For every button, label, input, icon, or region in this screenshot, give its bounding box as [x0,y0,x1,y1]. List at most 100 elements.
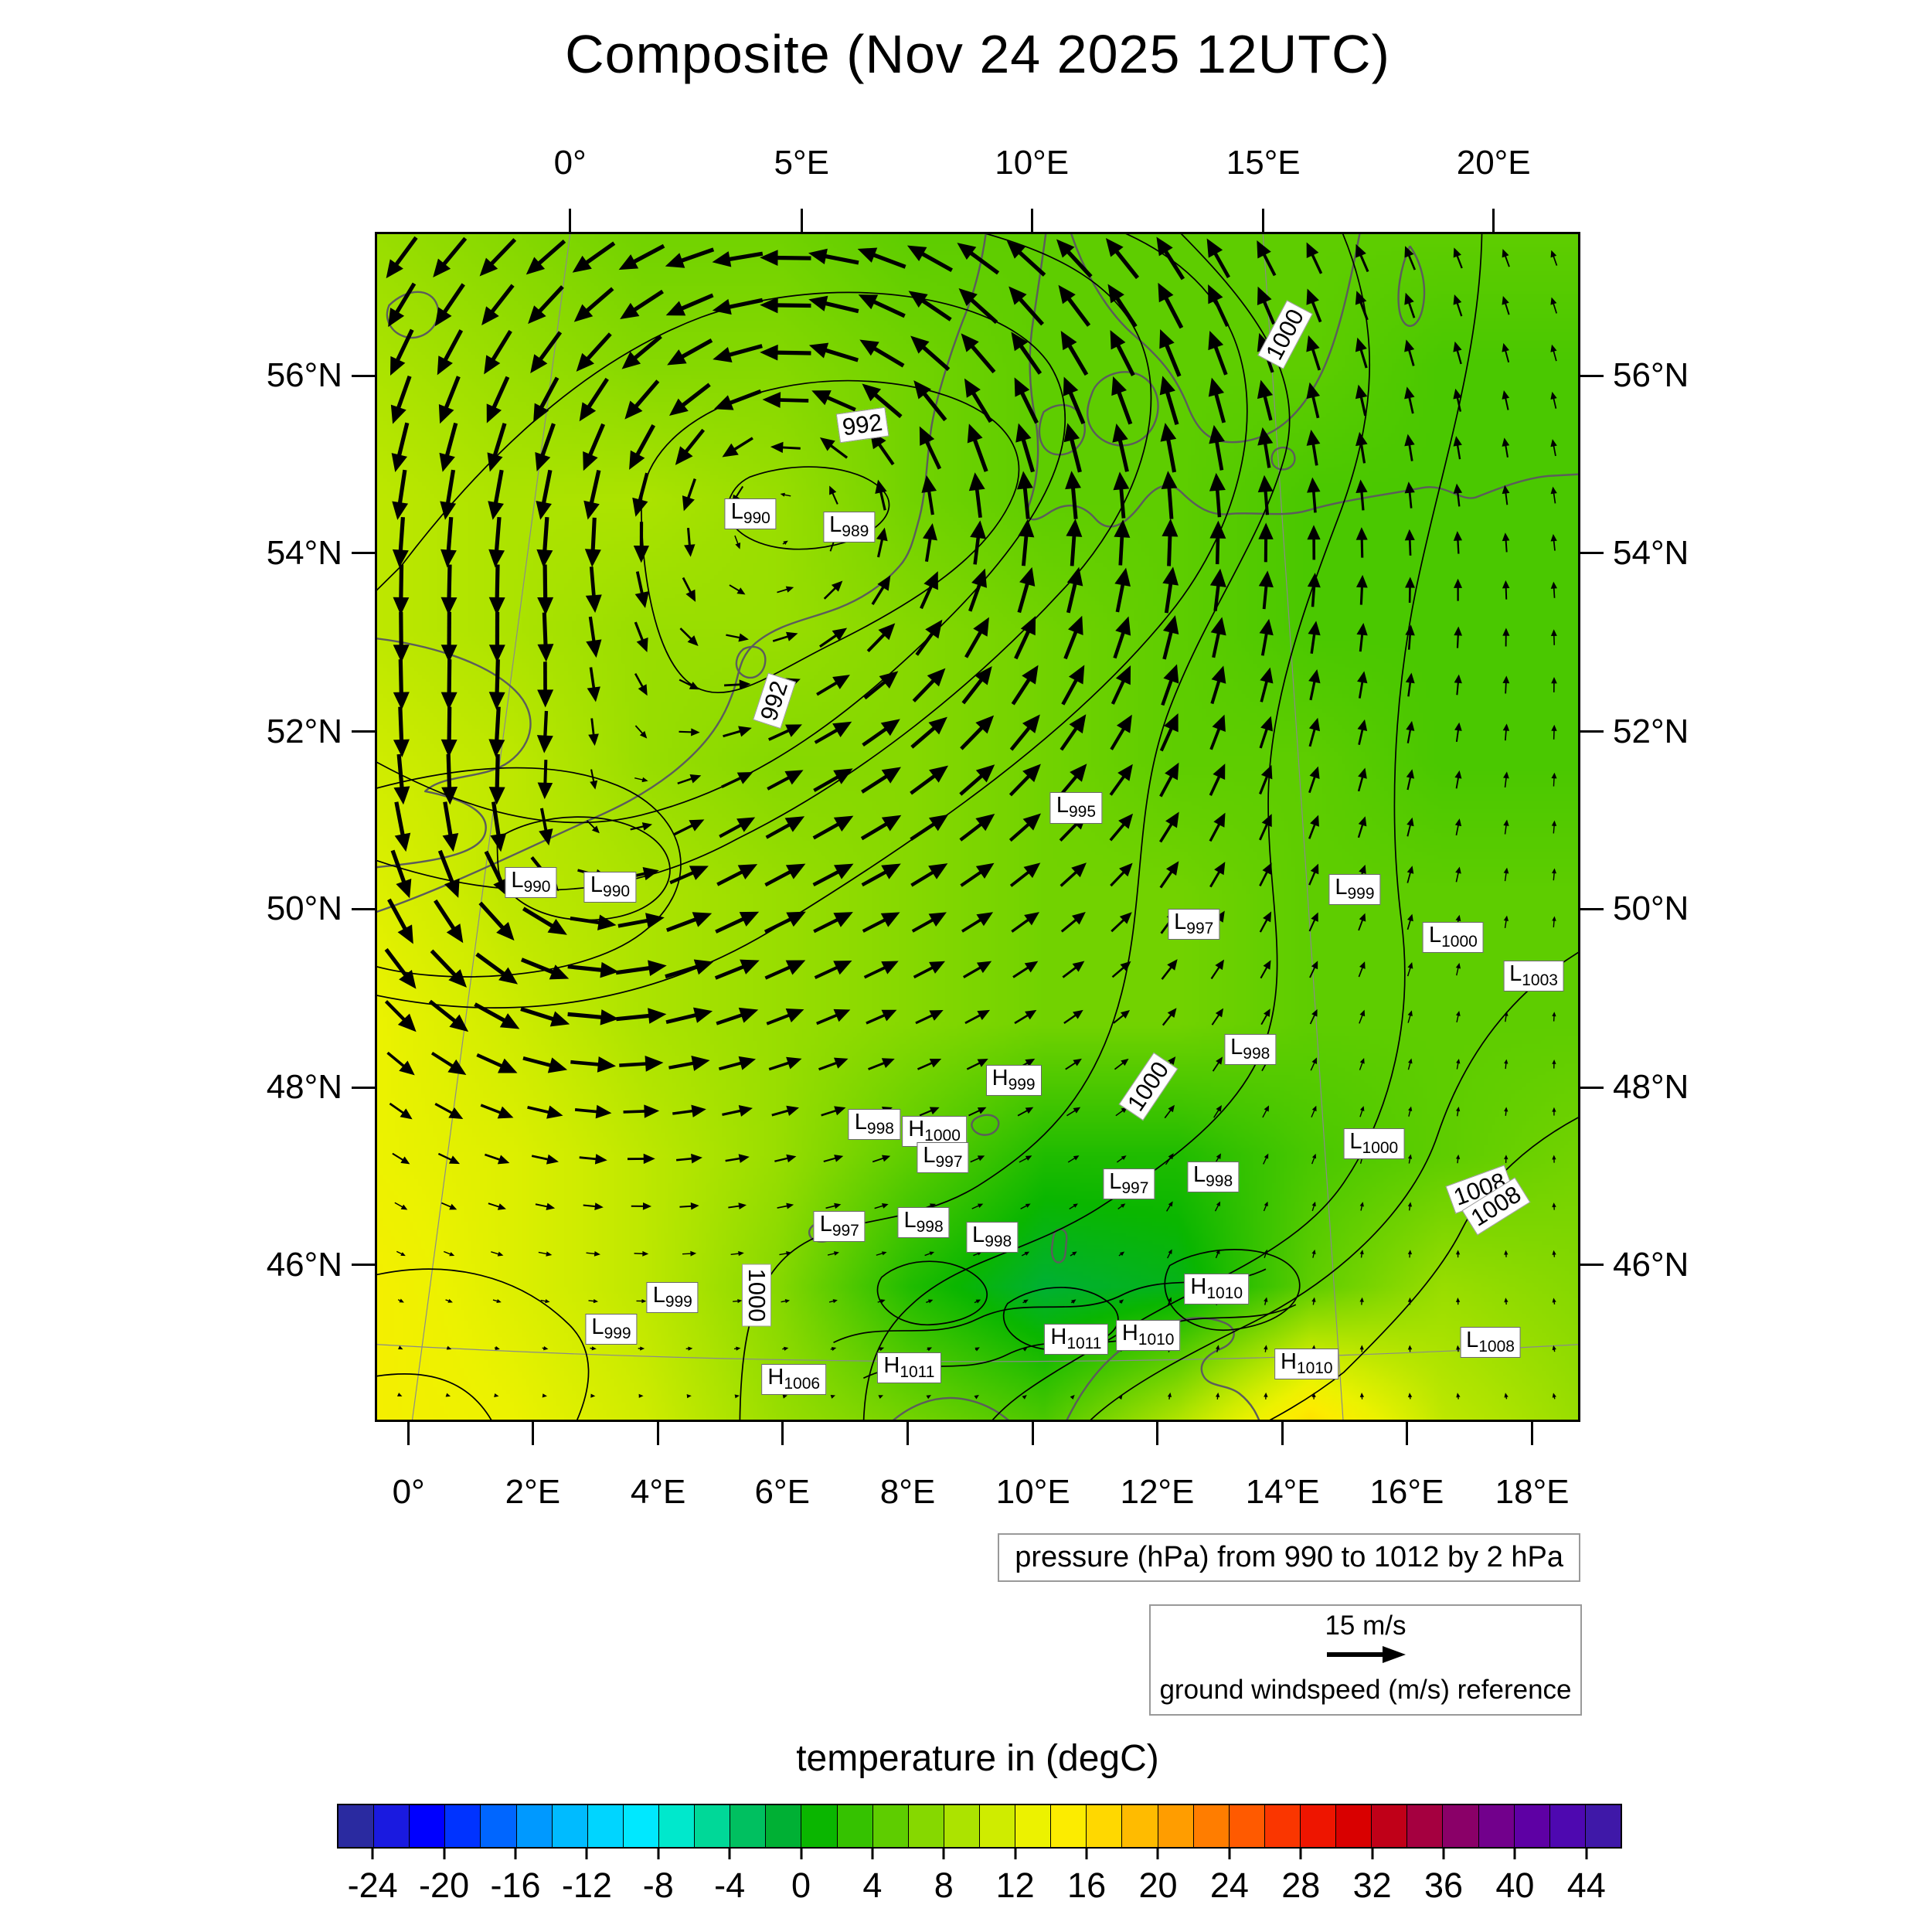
wind-arrow-head [1210,617,1226,636]
wind-arrow-head [1455,962,1461,969]
colorbar-tick-label: -4 [714,1866,746,1905]
wind-arrow-head [499,1013,520,1029]
wind-arrow-head [447,1298,453,1303]
wind-arrow-shaft [1210,869,1220,886]
wind-arrow-head [740,959,760,975]
wind-arrow-head [1216,1201,1221,1207]
wind-arrow-shaft [961,774,985,794]
axis-tick-label-top: 10°E [995,144,1070,182]
wind-arrow-head [593,1298,598,1304]
wind-arrow-head [1014,377,1030,397]
wind-arrow-head [586,639,602,658]
isobar [377,1269,589,1420]
axis-tick-top [569,209,572,232]
wind-arrow-shaft [587,379,607,410]
pressure-center-marker: L997 [1103,1168,1155,1199]
wind-arrow-shaft [1117,389,1131,423]
wind-arrow-shaft [1061,870,1079,886]
pressure-center-marker: L1008 [1460,1327,1521,1359]
wind-arrow-shaft [824,396,855,410]
wind-arrow-head [690,1250,697,1257]
axis-tick-left [352,730,375,733]
wind-arrow-shaft [444,330,461,363]
pressure-center-letter: L [1428,922,1442,947]
wind-arrow-shaft [539,378,557,411]
pressure-center-letter: L [730,498,743,524]
wind-arrow-head [393,786,410,805]
wind-arrow-shaft [1309,870,1315,885]
wind-arrow-shaft [913,678,936,701]
pressure-center-letter: H [883,1352,900,1378]
wind-arrow-shaft [679,295,713,310]
wind-arrow-shaft [1163,1013,1172,1025]
wind-arrow-shaft [1063,966,1077,977]
wind-arrow-head [1407,1154,1413,1159]
wind-arrow-head [833,1251,839,1256]
axis-tick-label-left: 52°N [266,712,342,750]
wind-arrow-head [929,961,945,974]
wind-arrow-shaft [1216,438,1222,471]
wind-arrow-head [1404,529,1415,541]
wind-arrow-head [440,501,457,520]
wind-arrow-head [908,291,928,308]
coastline [377,234,987,916]
wind-arrow-shaft [1408,1014,1410,1022]
wind-arrow-head [760,344,778,361]
wind-arrow-shaft [1505,396,1509,410]
wind-arrow-head [1023,1299,1029,1304]
wind-arrow-shaft [397,376,410,411]
pressure-center-letter: L [590,872,604,898]
wind-arrow-shaft [1165,1109,1172,1118]
chart-title: Composite (Nov 24 2025 12UTC) [565,24,1390,84]
wind-arrow-shaft [631,826,645,830]
colorbar-segment [1549,1805,1586,1847]
wind-arrow-shaft [728,1206,740,1207]
wind-arrow-shaft [726,253,763,260]
wind-arrow-head [1162,566,1179,586]
wind-arrow-shaft [1217,534,1218,564]
wind-arrow-shaft [1111,774,1126,794]
wind-reference-arrow-icon [1327,1646,1406,1663]
wind-arrow-shaft [1309,822,1315,838]
wind-arrow-head [1018,519,1035,538]
wind-arrow-shaft [1361,584,1362,605]
colorbar-segment [1372,1805,1408,1847]
wind-arrow-shaft [1117,581,1124,612]
axis-tick-bottom [1531,1422,1534,1445]
wind-arrow-shaft [921,583,933,608]
axis-tick-label-left: 48°N [266,1068,342,1107]
wind-arrow-head [1073,1009,1083,1019]
wind-arrow-shaft [1066,1062,1077,1070]
wind-arrow-head [1215,1008,1224,1018]
wind-arrow-head [449,1252,455,1257]
wind-arrow-head [1114,567,1131,587]
wind-arrow-shaft [570,918,603,923]
wind-arrow-shaft [634,778,644,781]
wind-arrow-shaft [1359,679,1362,698]
wind-arrow-shaft [1018,1110,1029,1116]
wind-arrow-shaft [914,966,936,977]
wind-arrow-shaft [769,730,792,740]
wind-arrow-head [1264,1153,1269,1159]
pressure-center-letter: L [819,1211,832,1236]
wind-arrow-head [1404,292,1414,305]
wind-arrow-head [1453,531,1463,541]
colorbar-tick-label: 12 [995,1866,1035,1905]
wind-arrow-head [1407,962,1413,969]
wind-arrow-head [448,1107,464,1119]
wind-arrow-head [910,335,930,354]
axis-tick-right [1580,730,1604,733]
wind-arrow-head [927,668,946,687]
wind-arrow-shaft [1359,253,1368,271]
wind-arrow-head [1504,1059,1509,1064]
wind-arrow-shaft [1011,870,1031,886]
wind-arrow-shaft [544,613,546,649]
wind-arrow-shaft [917,631,934,655]
wind-arrow-shaft [435,1104,454,1114]
wind-arrow-shaft [774,258,811,259]
colorbar-segment [695,1805,731,1847]
wind-arrow-head [739,679,751,690]
colorbar-segment [445,1805,481,1847]
wind-arrow-head [1264,1392,1268,1397]
wind-arrow-shaft [1311,1062,1315,1071]
